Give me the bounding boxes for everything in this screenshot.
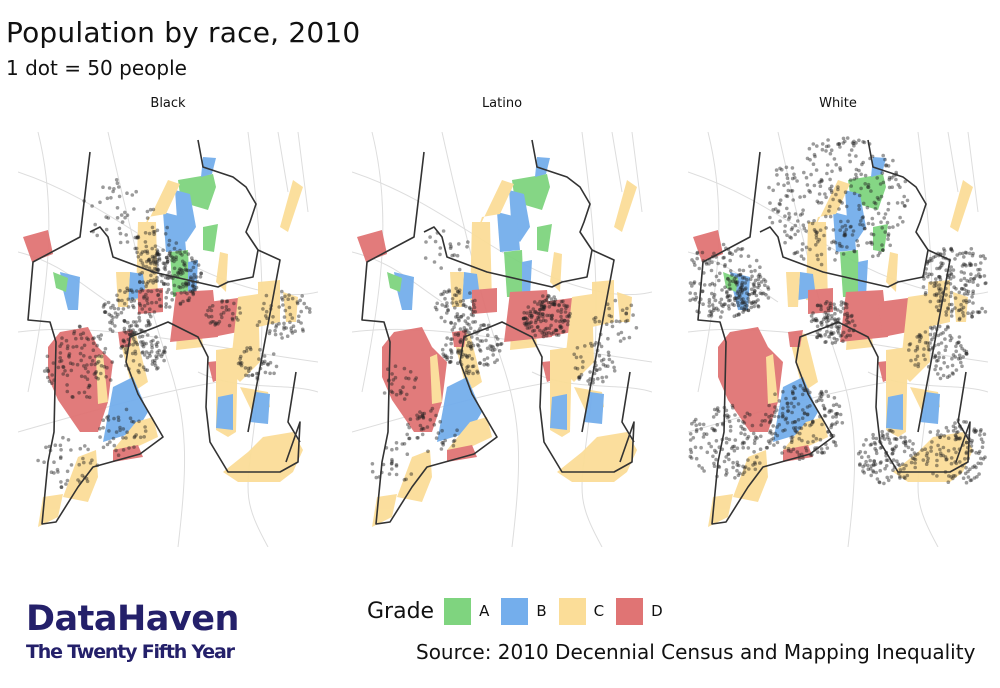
city-boundary bbox=[361, 139, 635, 525]
map-svg bbox=[18, 132, 318, 547]
legend-label-b: B bbox=[536, 602, 547, 620]
brand-name: DataHaven bbox=[26, 599, 239, 639]
population-dots bbox=[688, 136, 988, 486]
facet-label-latino: Latino bbox=[481, 96, 523, 111]
city-boundary bbox=[697, 139, 971, 525]
legend-label-d: D bbox=[651, 602, 663, 620]
legend-label-c: C bbox=[593, 602, 605, 620]
legend-label-a: A bbox=[479, 602, 490, 620]
population-dots bbox=[370, 229, 639, 482]
datahaven-logo: DataHaven The Twenty Fifth Year bbox=[26, 600, 239, 664]
legend-title: Grade bbox=[367, 598, 435, 624]
chart-title: Population by race, 2010 bbox=[6, 16, 361, 49]
road-lines bbox=[352, 132, 652, 547]
map-panel-white bbox=[688, 132, 988, 547]
map-svg bbox=[688, 132, 988, 547]
city-boundary bbox=[27, 139, 301, 525]
source-note: Source: 2010 Decennial Census and Mappin… bbox=[416, 640, 976, 664]
chart-subtitle: 1 dot = 50 people bbox=[6, 56, 187, 80]
brand-tagline: The Twenty Fifth Year bbox=[26, 641, 235, 663]
legend-swatch-c bbox=[558, 597, 586, 625]
facet-label-white: White bbox=[819, 96, 857, 111]
facet-label-black: Black bbox=[150, 96, 186, 111]
holc-grade-polygons bbox=[23, 157, 303, 527]
grade-legend: Grade A B C D bbox=[367, 596, 675, 626]
legend-swatch-d bbox=[616, 597, 644, 625]
holc-grade-polygons bbox=[357, 157, 637, 527]
map-panel-black bbox=[18, 132, 318, 547]
map-panel-latino bbox=[352, 132, 652, 547]
legend-swatch-a bbox=[444, 597, 472, 625]
population-dots bbox=[36, 178, 312, 490]
map-svg bbox=[352, 132, 652, 547]
legend-swatch-b bbox=[501, 597, 529, 625]
